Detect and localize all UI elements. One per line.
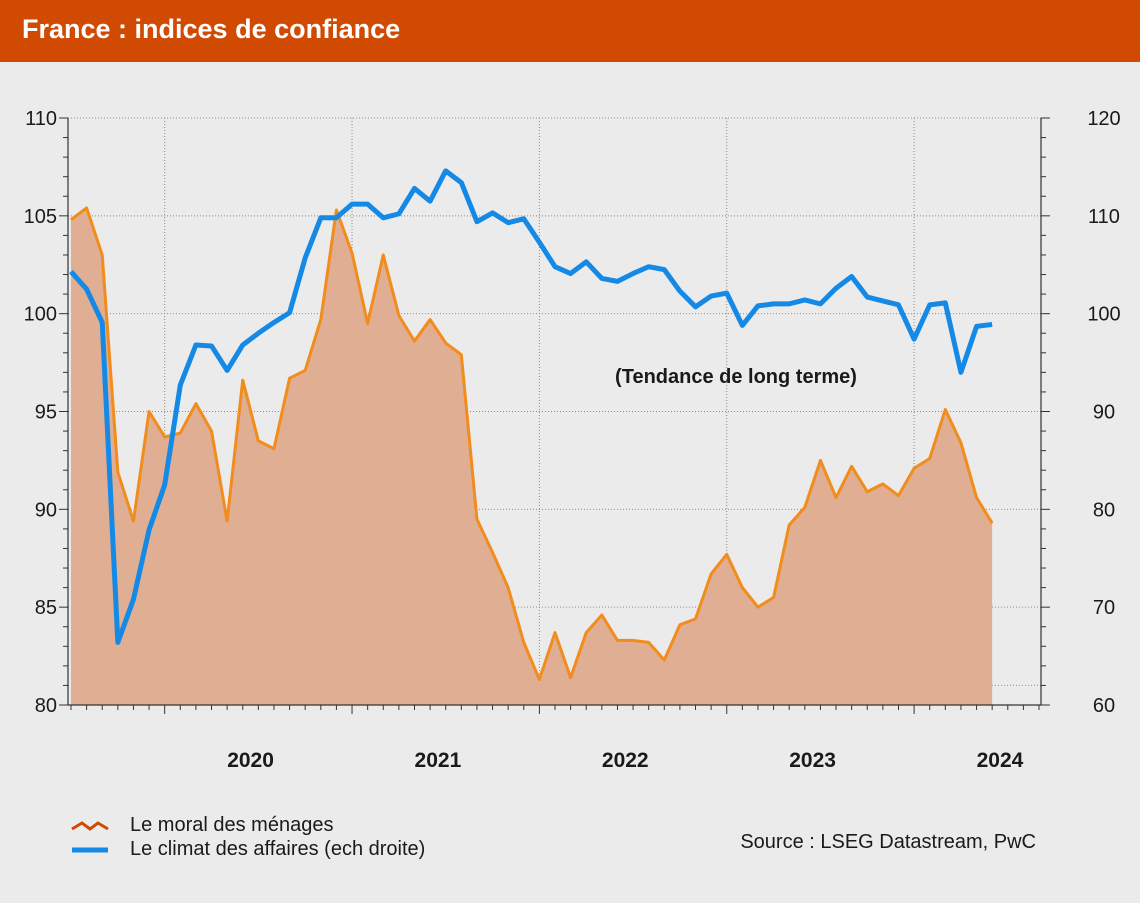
right-axis-tick-label: 110 [1088,206,1120,228]
x-axis-tick-label: 2023 [789,749,836,772]
right-axis-tick-label: 120 [1087,108,1120,130]
left-axis-tick-label: 100 [24,304,57,326]
line-layer [69,168,994,682]
right-axis-tick-label: 60 [1093,695,1115,717]
chart-annotation: (Tendance de long terme) [615,366,857,388]
left-axis-tick-label: 90 [35,499,57,521]
legend-label-households: Le moral des ménages [130,814,334,836]
left-axis-tick-label: 85 [35,597,57,619]
chart-header: France : indices de confiance [0,0,1140,62]
right-axis-tick-label: 90 [1093,402,1115,424]
x-axis-tick-label: 2021 [415,749,462,772]
legend-swatch-business [72,847,108,853]
x-axis-tick-label: 2022 [602,749,649,772]
households-line [70,206,994,682]
right-axis-tick-label: 100 [1087,304,1120,326]
x-axis-tick-label: 2020 [227,749,274,772]
business-line [69,168,993,645]
left-axis-tick-label: 95 [35,402,57,424]
right-axis-tick-label: 70 [1093,597,1115,619]
left-axis-tick-label: 110 [25,108,57,130]
left-axis-tick-label: 105 [24,206,57,228]
axis-layer: 110 105 100 95 90 85 80 120 110 100 90 80 70 60 2020 20… [24,108,1121,772]
source-note: Source : LSEG Datastream, PwC [740,831,1036,853]
households-area [71,208,993,706]
area-layer [71,208,993,706]
legend-swatch-households [71,821,109,831]
legend-label-business: Le climat des affaires (ech droite) [130,838,426,860]
x-axis-tick-label: 2024 [977,749,1024,772]
right-axis-tick-label: 80 [1093,499,1115,521]
left-axis-tick-label: 80 [35,695,57,717]
chart-title: France : indices de confiance [22,14,401,44]
